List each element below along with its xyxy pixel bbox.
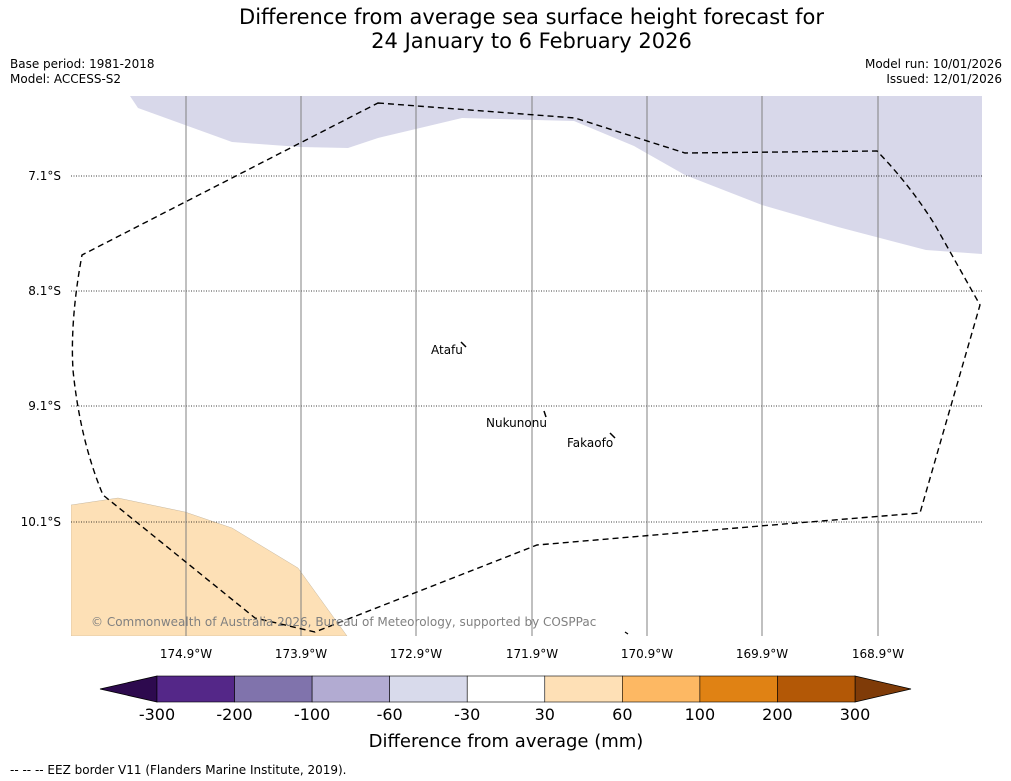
colorbar-cell	[544, 675, 623, 703]
lon-label: 173.9°W	[275, 647, 327, 661]
island-atafu	[460, 341, 467, 348]
eez-legend: -- -- -- EEZ border V11 (Flanders Marine…	[10, 763, 347, 777]
model-run: Model run: 10/01/2026	[864, 57, 1002, 71]
chart-title: Difference from average sea surface heig…	[0, 5, 1011, 53]
lon-label: 170.9°W	[621, 647, 673, 661]
colorbar-cell	[311, 675, 390, 703]
base-period: Base period: 1981-2018	[10, 57, 155, 71]
map-area: Atafu Nukunonu Fakaofo © Commonwealth of…	[71, 96, 982, 636]
lat-label: 10.1°S	[21, 515, 61, 529]
lon-label: 168.9°W	[852, 647, 904, 661]
colorbar-extend-high	[854, 675, 912, 703]
lat-label: 7.1°S	[28, 169, 61, 183]
colorbar-tick-label: 100	[685, 705, 716, 724]
latitude-gridlines	[71, 175, 982, 523]
lon-label: 169.9°W	[736, 647, 788, 661]
anomaly-region-negative	[130, 96, 982, 254]
lon-label: 172.9°W	[390, 647, 442, 661]
colorbar-cell	[699, 675, 778, 703]
copyright-notice: © Commonwealth of Australia 2026, Bureau…	[91, 615, 596, 629]
issued-date: Issued: 12/01/2026	[886, 72, 1002, 86]
colorbar-tick-label: 30	[535, 705, 555, 724]
title-line-2: 24 January to 6 February 2026	[371, 29, 692, 53]
colorbar-cell	[234, 675, 313, 703]
island-fakaofo	[609, 432, 616, 439]
colorbar-tick-label: 300	[840, 705, 871, 724]
colorbar-tick-label: -30	[454, 705, 480, 724]
colorbar-extend-low	[99, 675, 158, 703]
title-line-1: Difference from average sea surface heig…	[239, 5, 824, 29]
eez-border	[71, 102, 981, 633]
latitude-labels: 7.1°S 8.1°S 9.1°S 10.1°S	[21, 169, 61, 529]
island-nukunonu	[543, 410, 547, 418]
colorbar-tick-label: 60	[612, 705, 632, 724]
place-label: Fakaofo	[567, 436, 613, 450]
colorbar-cell	[389, 675, 468, 703]
model-name: Model: ACCESS-S2	[10, 72, 122, 86]
island-small	[624, 631, 629, 635]
longitude-gridlines	[185, 96, 879, 636]
colorbar-cell	[156, 675, 235, 703]
lon-label: 174.9°W	[160, 647, 212, 661]
colorbar-cell	[466, 675, 546, 703]
lat-label: 8.1°S	[28, 284, 61, 298]
colorbar: -300 -200 -100 -60 -30 30 60 100 200 300 Differen…	[99, 675, 912, 752]
colorbar-cell	[777, 675, 856, 703]
meta-left: Base period: 1981-2018 Model: ACCESS-S2	[10, 57, 155, 87]
colorbar-tick-label: -100	[294, 705, 330, 724]
colorbar-tick-label: -200	[216, 705, 252, 724]
place-label: Atafu	[431, 343, 463, 357]
colorbar-cell	[622, 675, 701, 703]
lat-label: 9.1°S	[28, 399, 61, 413]
colorbar-tick-label: -60	[377, 705, 403, 724]
colorbar-label: Difference from average (mm)	[369, 731, 644, 752]
anomaly-region-positive	[71, 497, 348, 636]
lon-label: 171.9°W	[506, 647, 558, 661]
longitude-labels: 174.9°W 173.9°W 172.9°W 171.9°W 170.9°W …	[160, 647, 904, 661]
place-label: Nukunonu	[486, 416, 547, 430]
colorbar-tick-label: -300	[139, 705, 175, 724]
colorbar-tick-label: 200	[762, 705, 793, 724]
meta-right: Model run: 10/01/2026 Issued: 12/01/2026	[865, 57, 1002, 87]
